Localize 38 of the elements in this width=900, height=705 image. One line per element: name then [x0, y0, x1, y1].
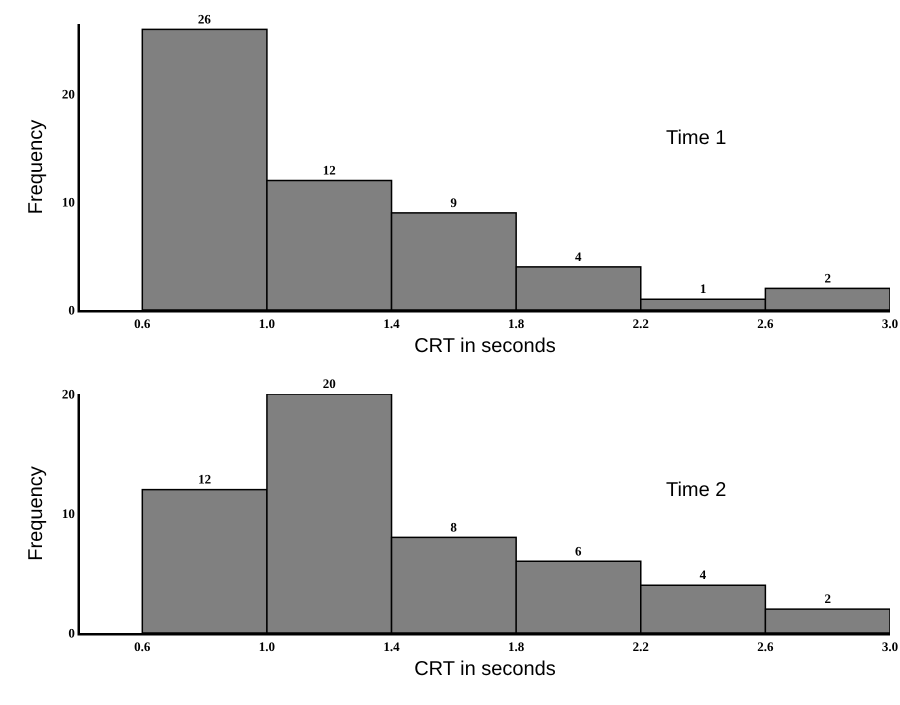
x-tick-label: 2.2: [632, 316, 649, 332]
y-tick-label: 10: [62, 506, 75, 522]
x-tick-label: 1.4: [383, 639, 400, 654]
y-axis-title: Frequency: [25, 466, 48, 561]
x-tick-label: 2.2: [632, 639, 649, 654]
x-axis-title: CRT in seconds: [414, 334, 556, 357]
data-label: 6: [574, 543, 582, 558]
x-tick-label: 1.0: [258, 316, 276, 332]
data-label: 4: [700, 567, 707, 582]
data-label: 20: [322, 376, 336, 391]
x-tick-label: 2.6: [757, 316, 774, 332]
x-tick-label: 0.6: [134, 316, 151, 332]
x-axis-title: CRT in seconds: [414, 658, 556, 680]
data-label: 8: [450, 519, 458, 534]
x-tick-label: 0.6: [134, 639, 151, 654]
x-tick-label: 1.0: [258, 639, 276, 654]
x-tick-label: 1.8: [508, 639, 525, 654]
x-tick-label: 3.0: [882, 316, 898, 332]
y-tick-label: 20: [62, 86, 75, 102]
x-tick-label: 1.8: [508, 316, 525, 332]
data-label: 2: [824, 591, 831, 606]
y-axis-title: Frequency: [25, 120, 48, 214]
data-label: 26: [198, 11, 212, 26]
y-tick-label: 20: [62, 386, 75, 402]
data-label: 12: [322, 162, 336, 178]
data-label: 1: [700, 281, 706, 296]
y-tick-label: 10: [62, 194, 75, 210]
data-label: 2: [824, 270, 831, 286]
x-tick-label: 3.0: [882, 639, 898, 654]
annotation: Time 2: [666, 479, 726, 501]
y-tick-label: 0: [68, 626, 75, 641]
data-label: 12: [198, 472, 212, 487]
y-tick-label: 0: [68, 302, 75, 318]
x-tick-label: 1.4: [383, 316, 400, 332]
data-label: 9: [450, 194, 458, 210]
x-tick-label: 2.6: [757, 639, 774, 654]
annotation: Time 1: [666, 127, 726, 149]
data-label: 4: [574, 248, 582, 264]
